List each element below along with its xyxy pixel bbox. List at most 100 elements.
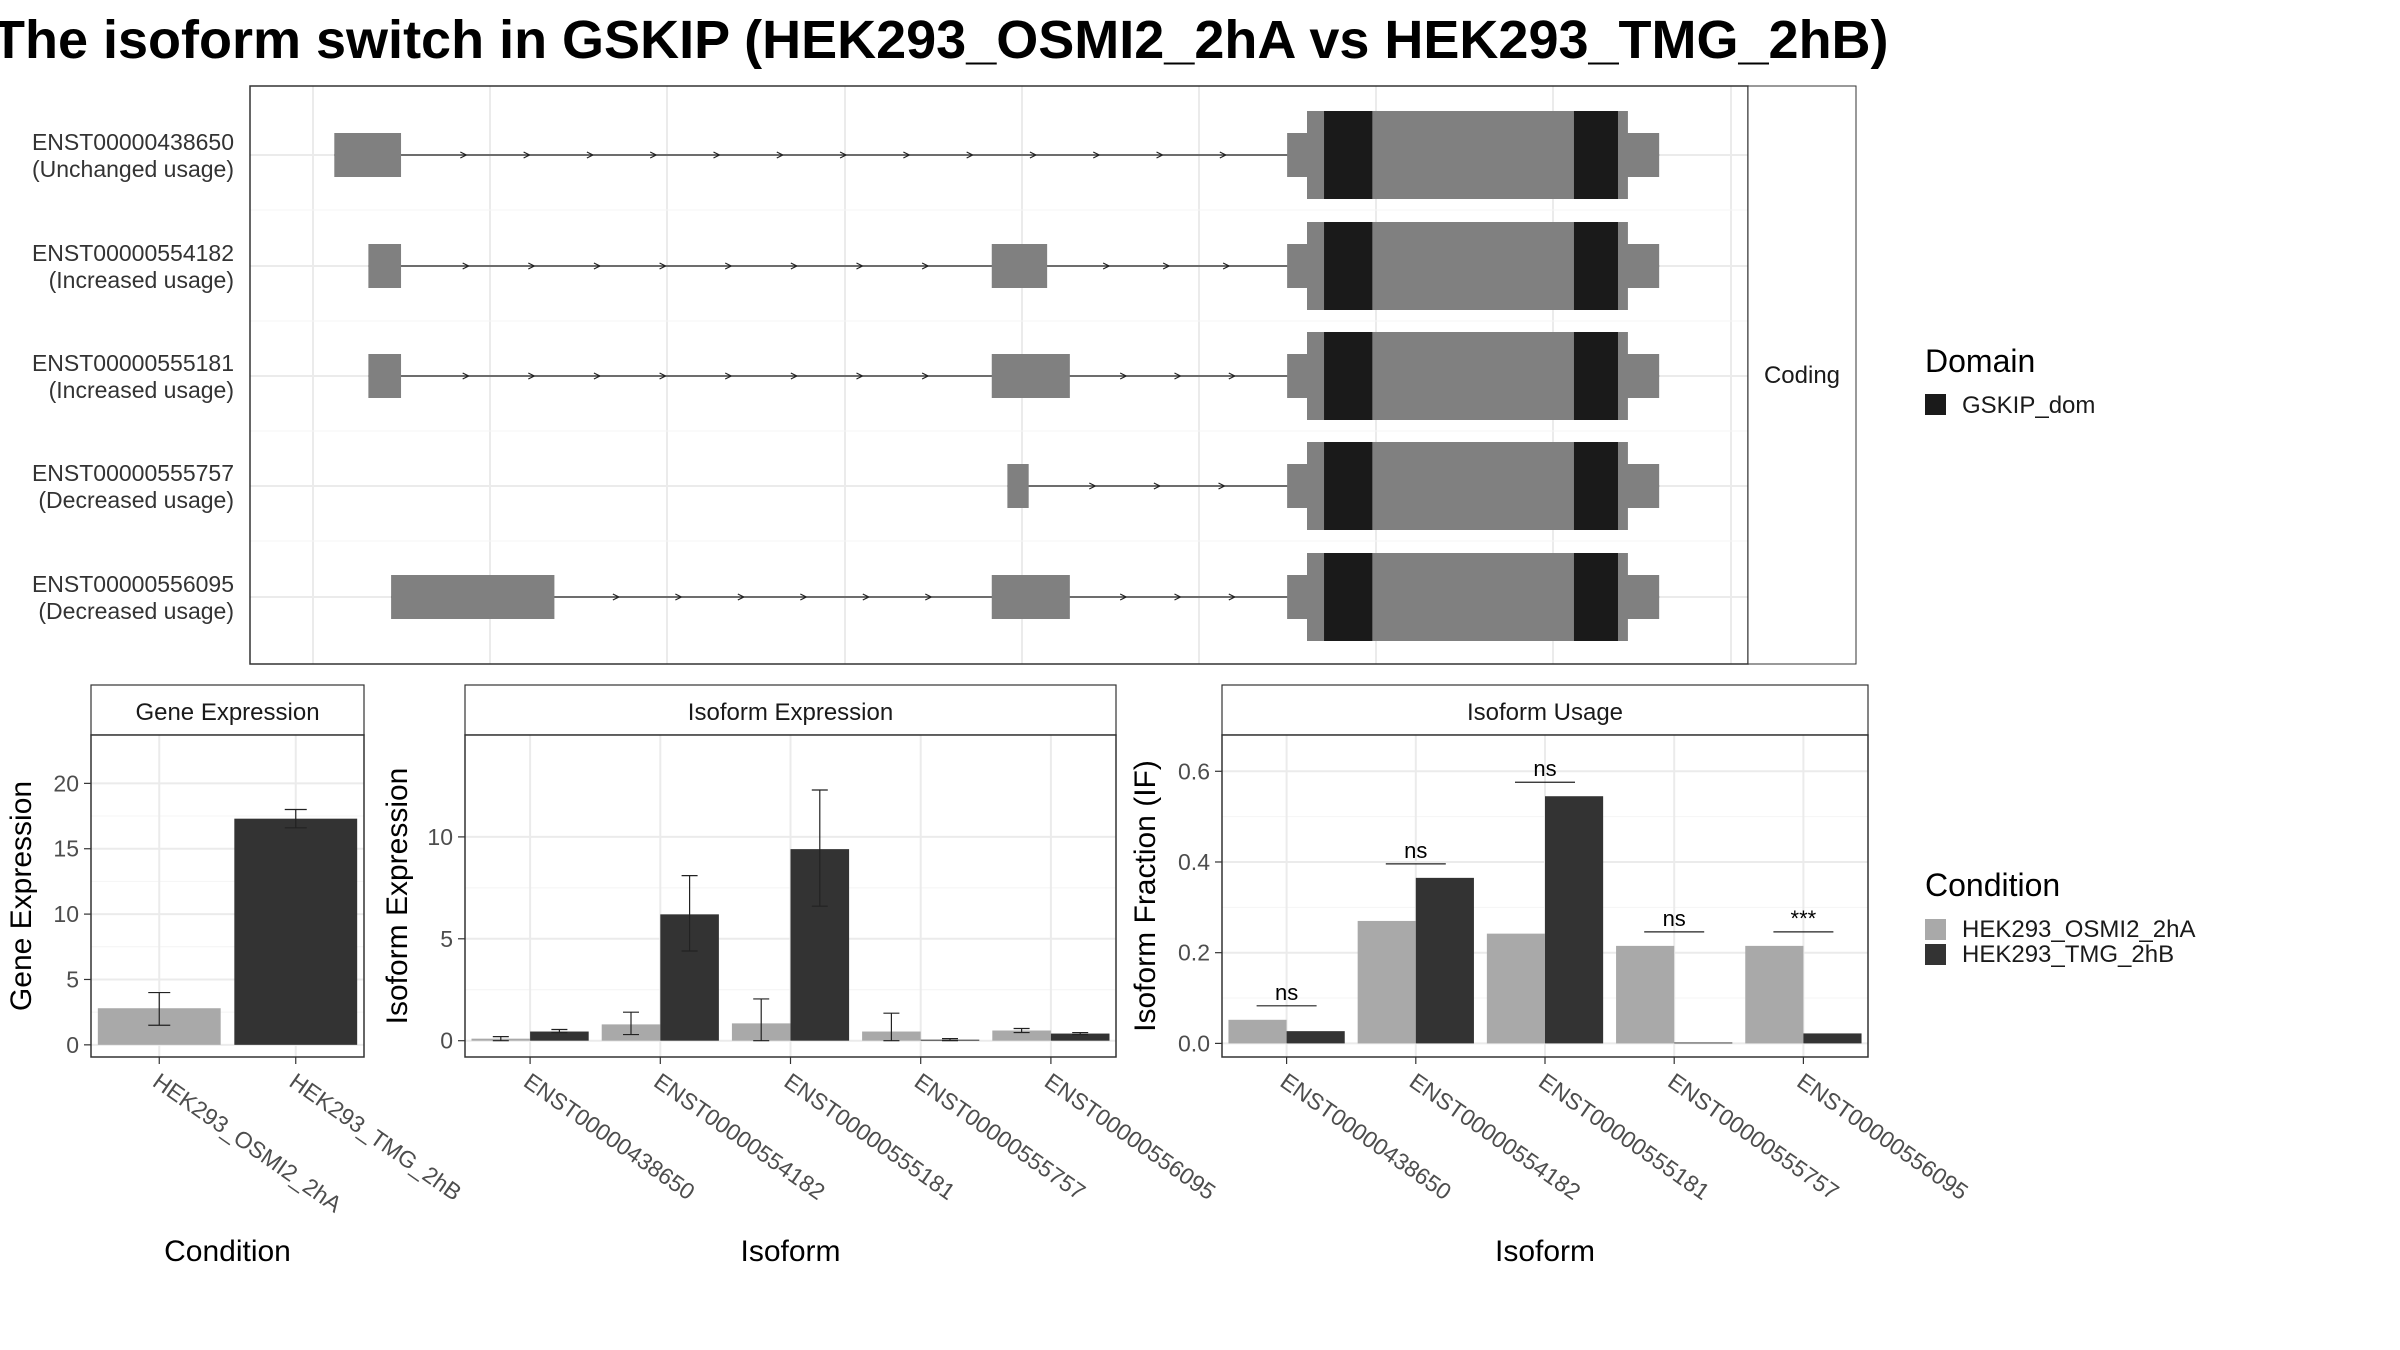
intron-arrow	[1029, 151, 1038, 159]
intron-arrow	[1153, 482, 1162, 490]
transcript-usage-label: (Unchanged usage)	[32, 156, 234, 182]
domain-block	[1573, 553, 1618, 641]
domain-legend-label: GSKIP_dom	[1962, 392, 2095, 419]
transcript-structure-panel: ENST00000438650(Unchanged usage) ENST0000…	[32, 85, 1749, 665]
domain-block	[1324, 222, 1373, 310]
exon-utr	[391, 575, 555, 619]
intron-arrow	[839, 151, 848, 159]
gene-expression-chart: Gene Expression05101520HEK293_OSMI2_2hAH…	[5, 684, 466, 1268]
intron-arrow	[649, 151, 658, 159]
y-tick-label: 0	[66, 1032, 79, 1058]
significance-label: ns	[1404, 838, 1427, 863]
intron-arrow	[903, 151, 911, 159]
intron-arrow	[659, 372, 667, 380]
transcript-usage-label: (Decreased usage)	[38, 598, 234, 624]
bar	[1228, 1019, 1287, 1044]
intron-arrow	[1162, 262, 1171, 270]
exon-utr	[368, 244, 402, 288]
transcript-usage-label: (Decreased usage)	[38, 487, 234, 513]
figure-title: The isoform switch in GSKIP (HEK293_OSMI…	[0, 10, 1889, 70]
intron-arrow	[1228, 593, 1237, 601]
significance-label: ns	[1275, 980, 1298, 1005]
intron-arrow	[790, 262, 799, 270]
intron-arrow	[612, 593, 621, 601]
y-tick-label: 0.6	[1178, 758, 1210, 784]
y-axis-title: Isoform Expression	[381, 768, 414, 1025]
condition-legend-key-2	[1925, 944, 1946, 965]
domain-block	[1573, 332, 1618, 420]
intron-arrow	[528, 372, 536, 380]
intron-arrow	[1228, 372, 1237, 380]
domain-block	[1324, 553, 1373, 641]
intron-arrow	[862, 593, 871, 601]
intron-arrow	[675, 593, 683, 601]
panel-strip-title: Gene Expression	[135, 699, 319, 726]
significance-label: ns	[1533, 756, 1556, 781]
intron-arrow	[856, 372, 864, 380]
y-tick-label: 0.4	[1178, 849, 1210, 875]
exon-utr	[991, 354, 1070, 398]
transcript-usage-label: (Increased usage)	[49, 267, 234, 293]
intron-arrow	[724, 262, 733, 270]
x-axis-title: Isoform	[1495, 1235, 1595, 1268]
exon-utr	[334, 133, 402, 177]
domain-block	[1573, 442, 1618, 530]
intron-arrow	[921, 262, 930, 270]
intron-arrow	[528, 262, 536, 270]
intron-arrow	[790, 372, 799, 380]
domain-block	[1324, 442, 1373, 530]
condition-legend-label-1: HEK293_OSMI2_2hA	[1962, 916, 2195, 943]
intron-arrow	[462, 372, 471, 380]
significance-label: ***	[1791, 906, 1817, 931]
bar	[1674, 1042, 1733, 1044]
intron-arrow	[659, 262, 667, 270]
domain-legend-title: Domain	[1925, 343, 2035, 379]
y-axis-title: Isoform Fraction (IF)	[1129, 760, 1162, 1032]
transcript-id-label: ENST00000555181	[32, 350, 234, 376]
y-tick-label: 15	[53, 836, 79, 862]
intron-arrow	[523, 151, 531, 159]
domain-legend: Domain GSKIP_dom	[1925, 343, 2095, 419]
condition-legend-title: Condition	[1925, 867, 2060, 903]
intron-arrow	[1174, 593, 1182, 601]
exon-utr	[368, 354, 402, 398]
coding-facet-strip: Coding	[1747, 85, 1857, 665]
intron-arrow	[921, 372, 930, 380]
intron-arrow	[1089, 482, 1097, 490]
intron-arrow	[1119, 593, 1128, 601]
bar	[530, 1031, 589, 1041]
transcript-usage-label: (Increased usage)	[49, 377, 234, 403]
domain-block	[1573, 111, 1618, 199]
intron-arrow	[856, 262, 864, 270]
y-tick-label: 10	[427, 824, 453, 850]
x-axis-title: Condition	[164, 1235, 291, 1268]
condition-legend-key-1	[1925, 919, 1946, 940]
exon-utr	[991, 575, 1070, 619]
intron-arrow	[1102, 262, 1111, 270]
x-axis-title: Isoform	[740, 1235, 840, 1268]
transcript-id-label: ENST00000555757	[32, 460, 234, 486]
domain-block	[1324, 111, 1373, 199]
bar	[1050, 1033, 1110, 1041]
panel-strip	[1221, 684, 1869, 736]
y-tick-label: 0.2	[1178, 940, 1210, 966]
condition-legend: Condition HEK293_OSMI2_2hA HEK293_TMG_2h…	[1925, 867, 2195, 968]
bar	[1415, 877, 1474, 1044]
domain-block	[1324, 332, 1373, 420]
significance-label: ns	[1663, 906, 1686, 931]
intron-arrow	[925, 593, 933, 601]
panel-frame	[90, 734, 365, 1058]
y-tick-label: 10	[53, 901, 79, 927]
intron-arrow	[462, 262, 471, 270]
intron-arrow	[586, 151, 595, 159]
bar	[1545, 796, 1604, 1044]
y-tick-label: 0	[440, 1028, 453, 1054]
panel-strip	[90, 684, 365, 736]
intron-arrow	[1174, 372, 1182, 380]
intron-arrow	[593, 372, 602, 380]
intron-arrow	[724, 372, 733, 380]
intron-arrow	[713, 151, 721, 159]
y-tick-label: 0.0	[1178, 1030, 1210, 1056]
exon-utr	[991, 244, 1048, 288]
